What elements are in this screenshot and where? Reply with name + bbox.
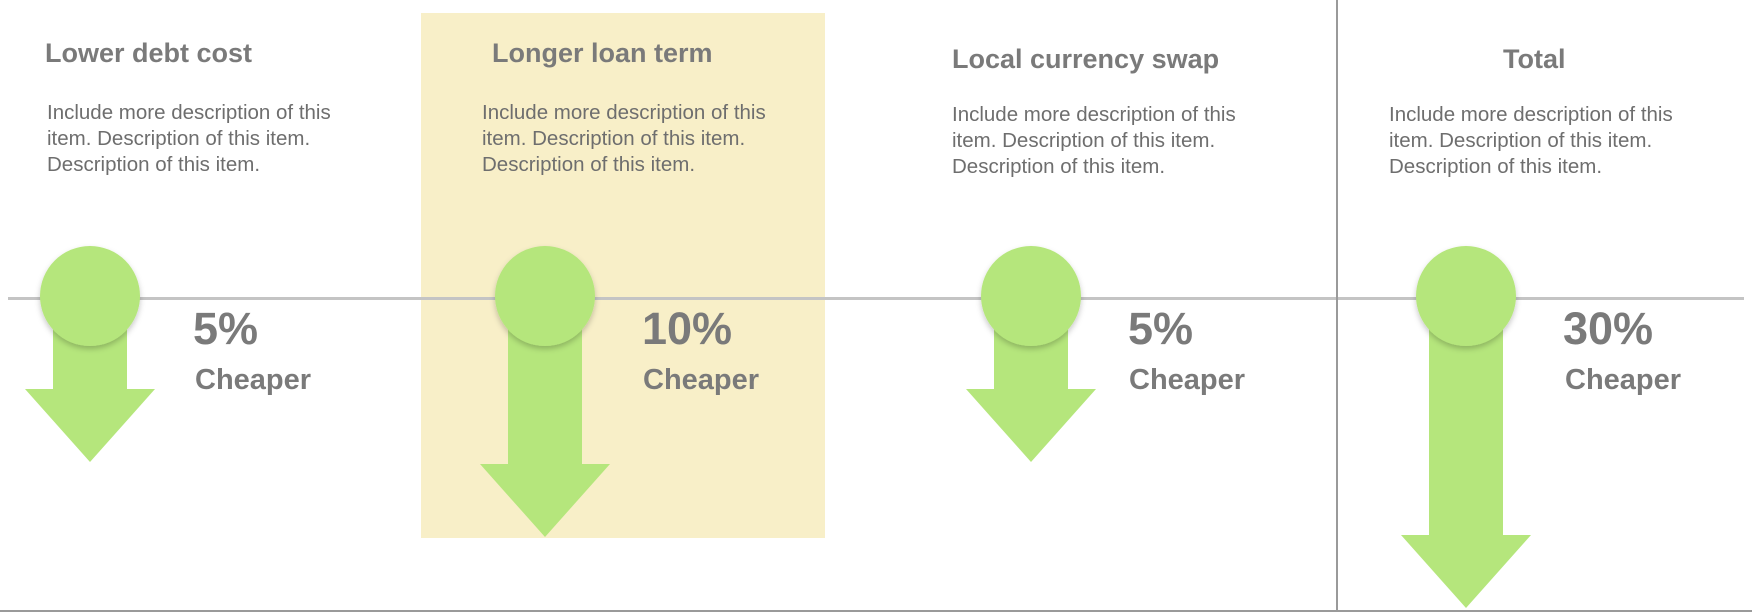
down-arrow-icon — [25, 246, 155, 462]
column-title-lower-debt-cost: Lower debt cost — [45, 38, 253, 68]
arrow-circle — [495, 246, 595, 346]
down-arrow-icon — [480, 246, 610, 537]
column-label: Cheaper — [1565, 364, 1682, 396]
column-label: Cheaper — [195, 364, 312, 396]
arrow-head — [1401, 535, 1531, 608]
bottom-border — [0, 610, 1752, 612]
column-title-longer-loan-term: Longer loan term — [492, 38, 713, 68]
total-divider — [1336, 0, 1338, 612]
column-title-total: Total — [1503, 44, 1566, 74]
arrow-circle — [40, 246, 140, 346]
column-percent: 5% — [1128, 303, 1194, 354]
arrow-head — [25, 389, 155, 462]
column-description: Include more description of this item. D… — [482, 101, 766, 176]
arrow-head — [480, 464, 610, 537]
arrow-head — [966, 389, 1096, 462]
highlight-panel — [421, 13, 825, 538]
column-label: Cheaper — [643, 364, 760, 396]
column-description: Include more description of this item. D… — [1389, 103, 1673, 178]
down-arrow-icon — [1401, 246, 1531, 608]
column-title-local-currency-swap: Local currency swap — [952, 44, 1220, 74]
column-percent: 5% — [193, 303, 259, 354]
column-description: Include more description of this item. D… — [952, 103, 1236, 178]
baseline-divider — [8, 297, 1744, 300]
column-percent: 10% — [642, 303, 733, 354]
column-label: Cheaper — [1129, 364, 1246, 396]
arrow-circle — [981, 246, 1081, 346]
column-percent: 30% — [1563, 303, 1654, 354]
arrow-circle — [1416, 246, 1516, 346]
column-description: Include more description of this item. D… — [47, 101, 331, 176]
down-arrow-icon — [966, 246, 1096, 462]
